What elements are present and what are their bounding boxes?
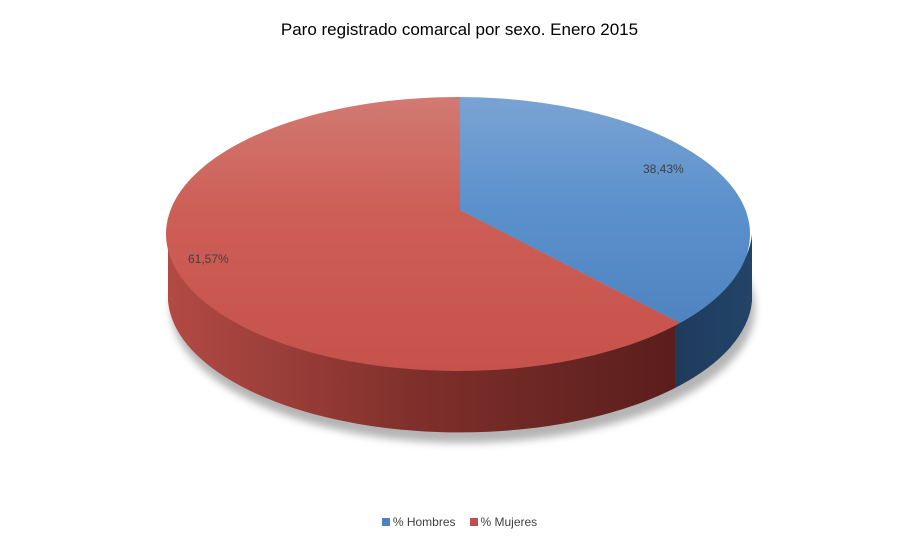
legend: % Hombres % Mujeres (0, 515, 919, 529)
slice-mujeres[interactable] (166, 96, 681, 371)
legend-label: % Mujeres (480, 515, 538, 529)
legend-item-mujeres[interactable]: % Mujeres (469, 515, 538, 529)
slice-hombres[interactable] (460, 97, 751, 323)
data-label-mujeres: 61,57% (188, 252, 229, 266)
legend-swatch-hombres (381, 518, 390, 526)
legend-swatch-mujeres (469, 518, 478, 526)
chart-title: Paro registrado comarcal por sexo. Enero… (280, 20, 639, 39)
legend-label: % Hombres (392, 515, 456, 529)
slice-side-mujeres (168, 234, 675, 433)
slice-side-hombres (675, 234, 752, 388)
legend-item-hombres[interactable]: % Hombres (381, 515, 456, 529)
data-label-hombres: 38,43% (643, 162, 684, 176)
